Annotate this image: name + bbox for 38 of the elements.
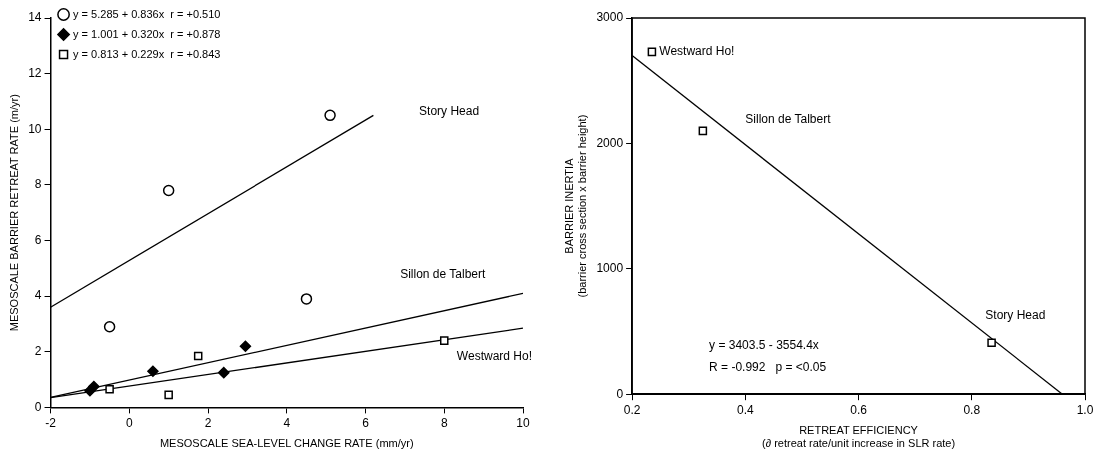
y-tick-label: 0 xyxy=(616,386,624,401)
legend-label: y = 0.813 + 0.229x r = +0.843 xyxy=(73,47,221,60)
y-tick-label: 1000 xyxy=(596,261,624,276)
x-tick-label: 0 xyxy=(125,415,133,430)
x-tick-label: 8 xyxy=(440,415,448,430)
x-tick-label: 6 xyxy=(362,415,370,430)
y-tick-label: 4 xyxy=(34,288,42,303)
x-tick-label: 4 xyxy=(283,415,291,430)
y-axis-title: MESOSCALE BARRIER RETREAT RATE (m/yr) xyxy=(7,94,20,332)
y-tick-label: 12 xyxy=(28,65,42,80)
y-tick-label: 2000 xyxy=(596,135,624,150)
annotation: Sillon de Talbert xyxy=(400,267,486,282)
y-tick-label: 3000 xyxy=(596,10,624,25)
annotation: Westward Ho! xyxy=(456,349,532,364)
legend-label: y = 5.285 + 0.836x r = +0.510 xyxy=(73,7,221,20)
annotation: Sillon de Talbert xyxy=(745,111,832,126)
x-tick-label: 10 xyxy=(516,415,530,430)
y-tick-label: 2 xyxy=(34,344,42,359)
x-tick-label: -2 xyxy=(45,415,57,430)
x-tick-label: 2 xyxy=(204,415,212,430)
y-axis-title: BARRIER INERTIA (barrier cross section x barrier height) xyxy=(562,114,588,298)
x-tick-label: 0.4 xyxy=(736,402,754,417)
y-tick-label: 10 xyxy=(28,121,42,136)
x-axis-title: MESOSCALE SEA-LEVEL CHANGE RATE (mm/yr) xyxy=(159,437,414,450)
annotation: Story Head xyxy=(419,103,480,118)
x-tick-label: 0.8 xyxy=(963,402,981,417)
x-tick-label: 1.0 xyxy=(1076,402,1094,417)
annotation: y = 3403.5 - 3554.4x xyxy=(709,337,819,352)
legend-label: y = 1.001 + 0.320x r = +0.878 xyxy=(73,27,221,40)
x-axis-title: RETREAT EFFICIENCY (∂ retreat rate/unit increase in SLR rate) xyxy=(761,424,956,450)
x-tick-label: 0.2 xyxy=(623,402,641,417)
y-tick-label: 6 xyxy=(34,232,42,247)
annotation: Westward Ho! xyxy=(659,44,735,59)
annotation: Story Head xyxy=(985,307,1046,322)
y-tick-label: 8 xyxy=(34,177,42,192)
x-tick-label: 0.6 xyxy=(850,402,868,417)
annotation: R = -0.992 p = <0.05 xyxy=(709,360,827,375)
y-tick-label: 14 xyxy=(28,10,42,25)
